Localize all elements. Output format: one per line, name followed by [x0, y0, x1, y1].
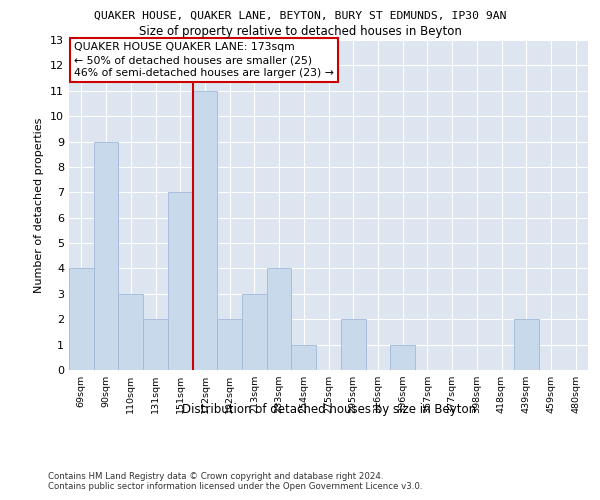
Text: QUAKER HOUSE, QUAKER LANE, BEYTON, BURY ST EDMUNDS, IP30 9AN: QUAKER HOUSE, QUAKER LANE, BEYTON, BURY …	[94, 11, 506, 21]
Text: Contains public sector information licensed under the Open Government Licence v3: Contains public sector information licen…	[48, 482, 422, 491]
Bar	[514, 319, 539, 370]
Bar	[341, 319, 365, 370]
Text: Size of property relative to detached houses in Beyton: Size of property relative to detached ho…	[139, 25, 461, 38]
Bar	[217, 319, 242, 370]
Bar	[267, 268, 292, 370]
Bar	[193, 91, 217, 370]
Text: Distribution of detached houses by size in Beyton: Distribution of detached houses by size …	[182, 402, 476, 415]
Bar	[69, 268, 94, 370]
Bar	[94, 142, 118, 370]
Bar	[242, 294, 267, 370]
Bar	[390, 344, 415, 370]
Bar	[292, 344, 316, 370]
Y-axis label: Number of detached properties: Number of detached properties	[34, 118, 44, 292]
Bar	[143, 319, 168, 370]
Text: QUAKER HOUSE QUAKER LANE: 173sqm
← 50% of detached houses are smaller (25)
46% o: QUAKER HOUSE QUAKER LANE: 173sqm ← 50% o…	[74, 42, 334, 78]
Bar	[118, 294, 143, 370]
Bar	[168, 192, 193, 370]
Text: Contains HM Land Registry data © Crown copyright and database right 2024.: Contains HM Land Registry data © Crown c…	[48, 472, 383, 481]
